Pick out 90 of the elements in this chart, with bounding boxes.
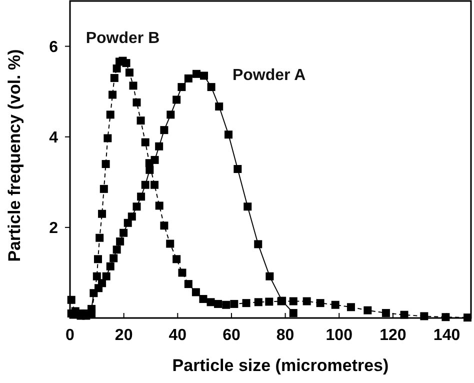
point xyxy=(112,246,121,254)
point xyxy=(136,116,145,125)
point xyxy=(155,142,164,150)
point xyxy=(442,313,450,322)
point xyxy=(92,272,101,280)
point xyxy=(110,74,118,82)
point xyxy=(316,299,324,308)
point xyxy=(214,300,222,308)
point xyxy=(94,255,102,264)
point xyxy=(108,90,117,99)
point xyxy=(112,64,121,72)
point xyxy=(102,160,110,168)
point xyxy=(125,68,134,77)
point xyxy=(137,192,146,201)
point xyxy=(106,110,114,119)
point xyxy=(230,300,238,308)
x-tick-label: 80 xyxy=(276,327,294,344)
point xyxy=(254,298,262,306)
point xyxy=(244,202,252,211)
y-tick-label: 6 xyxy=(49,38,58,56)
point xyxy=(150,180,159,189)
point xyxy=(215,102,224,111)
point xyxy=(199,294,208,303)
point xyxy=(172,96,181,104)
series-label: Powder B xyxy=(86,30,160,47)
point xyxy=(172,255,181,264)
point xyxy=(132,98,141,106)
point xyxy=(98,210,106,218)
point xyxy=(331,300,340,309)
y-tick-label: 2 xyxy=(49,220,58,238)
point xyxy=(302,297,311,306)
point xyxy=(364,306,372,314)
point xyxy=(178,83,186,92)
point xyxy=(110,254,118,262)
y-tick-label: 4 xyxy=(49,129,58,146)
point xyxy=(88,304,96,313)
point xyxy=(265,298,274,306)
point xyxy=(224,130,233,139)
point xyxy=(160,126,168,134)
point xyxy=(234,165,242,174)
point xyxy=(242,299,250,308)
point xyxy=(420,312,428,320)
point xyxy=(100,184,108,193)
x-tick-label: 60 xyxy=(222,327,240,344)
point xyxy=(200,72,208,80)
point xyxy=(192,288,200,296)
point xyxy=(289,297,298,306)
point xyxy=(129,82,138,90)
point xyxy=(102,272,110,280)
point xyxy=(141,180,150,189)
point xyxy=(122,59,130,68)
x-tick-label: 0 xyxy=(66,327,75,344)
point xyxy=(289,309,298,318)
point xyxy=(400,310,408,319)
point xyxy=(207,83,216,92)
x-tick-label: 140 xyxy=(433,327,460,344)
point xyxy=(146,166,154,174)
point xyxy=(96,234,104,242)
x-tick-label: 120 xyxy=(380,327,406,344)
point xyxy=(192,70,200,78)
point xyxy=(166,240,174,248)
point xyxy=(106,262,114,270)
point xyxy=(222,300,230,309)
point xyxy=(254,240,262,248)
point xyxy=(120,228,128,237)
point xyxy=(150,156,159,164)
point xyxy=(166,110,175,119)
y-axis-title: Particle frequency (vol. %) xyxy=(5,49,24,262)
point xyxy=(382,309,390,318)
point xyxy=(266,272,274,280)
point xyxy=(104,134,112,142)
x-tick-label: 40 xyxy=(168,327,187,344)
point xyxy=(67,296,76,304)
point xyxy=(206,298,215,306)
point xyxy=(155,202,164,210)
point xyxy=(184,280,192,288)
point xyxy=(141,138,150,146)
series-label: Powder A xyxy=(232,66,306,84)
point xyxy=(178,268,186,277)
x-axis-title: Particle size (micrometres) xyxy=(172,356,389,375)
point xyxy=(116,237,124,246)
point xyxy=(184,74,192,82)
point xyxy=(464,314,472,322)
point xyxy=(160,222,168,230)
point xyxy=(346,303,355,312)
point xyxy=(128,212,136,221)
x-tick-label: 100 xyxy=(326,327,353,344)
point xyxy=(132,202,141,211)
x-tick-label: 20 xyxy=(114,327,133,344)
point xyxy=(124,218,132,227)
